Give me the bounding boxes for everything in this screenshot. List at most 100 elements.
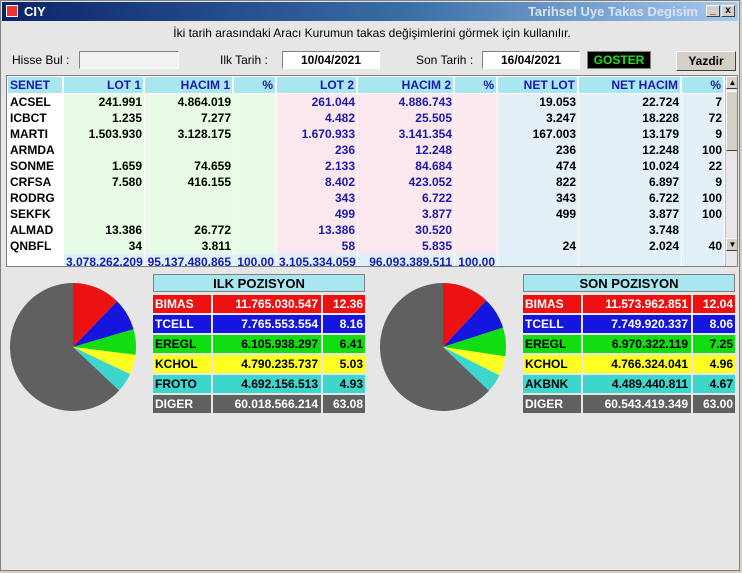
usage-hint: İki tarih arasındaki Aracı Kurumun takas…	[173, 26, 571, 40]
row-hacim2-cell: 3.141.354	[358, 126, 454, 142]
son-tarih-label: Son Tarih :	[416, 53, 474, 67]
row-netpct-cell: 100	[682, 206, 724, 222]
window-title: Tarihsel Uye Takas Degisim	[527, 4, 698, 19]
row-senet-cell[interactable]: ACSEL	[8, 94, 63, 110]
column-header-nethacim[interactable]: NET HACIM	[579, 77, 681, 93]
column-header-pct2[interactable]: %	[455, 77, 497, 93]
row-hacim1-cell	[145, 206, 233, 222]
row-senet-cell[interactable]: MARTI	[8, 126, 63, 142]
row-nethacim-cell: 13.179	[579, 126, 681, 142]
row-hacim2-cell: 84.684	[358, 158, 454, 174]
position-row-diger: DIGER 60.543.419.349 63.00	[523, 395, 735, 413]
pie-slice-eregl	[73, 329, 136, 355]
pie-slice-diger	[10, 283, 120, 411]
position-pct: 8.16	[323, 315, 365, 333]
pie-slice-kchol	[443, 347, 506, 376]
row-hacim2-cell: 12.248	[358, 142, 454, 158]
total-netpct-cell	[682, 254, 724, 266]
row-hacim2-cell: 30.520	[358, 222, 454, 238]
position-name: KCHOL	[523, 355, 581, 373]
minimize-button[interactable]: _	[706, 5, 720, 17]
yazdir-button[interactable]: Yazdir	[676, 51, 736, 71]
position-name: DIGER	[153, 395, 211, 413]
column-header-hacim1[interactable]: HACIM 1	[145, 77, 233, 93]
position-value: 60.543.419.349	[583, 395, 691, 413]
ilk-pozisyon-title: ILK POZISYON	[153, 274, 365, 292]
row-lot1-cell: 1.659	[64, 158, 144, 174]
app-title: CIY	[24, 4, 46, 19]
hisse-search-input[interactable]	[79, 51, 179, 69]
position-value: 4.790.235.737	[213, 355, 321, 373]
row-senet-cell[interactable]: ALMAD	[8, 222, 63, 238]
row-senet-cell[interactable]: ICBCT	[8, 110, 63, 126]
close-button[interactable]: x	[721, 5, 735, 17]
position-pct: 5.03	[323, 355, 365, 373]
position-row-bimas: BIMAS 11.765.030.547 12.36	[153, 295, 365, 313]
row-netlot-cell	[498, 222, 578, 238]
row-senet-cell[interactable]: SONME	[8, 158, 63, 174]
column-header-senet[interactable]: SENET	[8, 77, 63, 93]
row-lot1-cell	[64, 190, 144, 206]
row-pct1-cell	[234, 158, 276, 174]
pie-slice-bimas	[443, 283, 487, 347]
row-netlot-cell: 343	[498, 190, 578, 206]
position-name: TCELL	[153, 315, 211, 333]
pie-slice-diger	[380, 283, 489, 411]
row-pct2-cell	[455, 158, 497, 174]
row-pct2-cell	[455, 94, 497, 110]
scroll-down-icon[interactable]: ▼	[726, 238, 737, 251]
column-header-hacim2[interactable]: HACIM 2	[358, 77, 454, 93]
column-header-lot2[interactable]: LOT 2	[277, 77, 357, 93]
row-senet-cell[interactable]: CRFSA	[8, 174, 63, 190]
row-netlot-cell: 19.053	[498, 94, 578, 110]
ilk-tarih-input[interactable]: 10/04/2021	[282, 51, 380, 69]
column-header-netlot[interactable]: NET LOT	[498, 77, 578, 93]
son-pozisyon-title: SON POZISYON	[523, 274, 735, 292]
row-lot1-cell: 34	[64, 238, 144, 254]
app-icon	[6, 5, 18, 17]
row-senet-cell[interactable]: SEKFK	[8, 206, 63, 222]
son-tarih-input[interactable]: 16/04/2021	[482, 51, 580, 69]
row-hacim2-cell: 423.052	[358, 174, 454, 190]
pie-slice-akbnk	[443, 347, 500, 391]
position-row-froto: FROTO 4.692.156.513 4.93	[153, 375, 365, 393]
total-pct2-cell: 100,00	[455, 254, 497, 266]
total-lot2-cell: 3.105.334.059	[277, 254, 357, 266]
position-name: BIMAS	[153, 295, 211, 313]
goster-button[interactable]: GOSTER	[587, 51, 651, 69]
row-senet-cell[interactable]: RODRG	[8, 190, 63, 206]
row-pct1-cell	[234, 222, 276, 238]
row-nethacim-cell: 12.248	[579, 142, 681, 158]
row-senet-cell[interactable]: QNBFL	[8, 238, 63, 254]
row-lot2-cell: 343	[277, 190, 357, 206]
table-scrollbar[interactable]: ▲ ▼	[725, 76, 737, 266]
row-pct1-cell	[234, 174, 276, 190]
row-hacim2-cell: 6.722	[358, 190, 454, 206]
position-row-eregl: EREGL 6.105.938.297 6.41	[153, 335, 365, 353]
title-bar[interactable]: CIY Tarihsel Uye Takas Degisim _ x	[2, 2, 738, 21]
row-nethacim-cell: 2.024	[579, 238, 681, 254]
position-row-diger: DIGER 60.018.566.214 63.08	[153, 395, 365, 413]
total-netlot-cell	[498, 254, 578, 266]
scroll-up-icon[interactable]: ▲	[726, 76, 737, 89]
position-value: 7.765.553.554	[213, 315, 321, 333]
row-hacim1-cell: 3.128.175	[145, 126, 233, 142]
row-netlot-cell: 474	[498, 158, 578, 174]
row-lot2-cell: 13.386	[277, 222, 357, 238]
row-pct2-cell	[455, 142, 497, 158]
position-value: 4.766.324.041	[583, 355, 691, 373]
row-netpct-cell: 22	[682, 158, 724, 174]
column-header-netpct[interactable]: %	[682, 77, 724, 93]
pie-slice-tcell	[73, 301, 134, 347]
row-pct2-cell	[455, 238, 497, 254]
position-name: EREGL	[153, 335, 211, 353]
row-senet-cell[interactable]: ARMDA	[8, 142, 63, 158]
column-header-lot1[interactable]: LOT 1	[64, 77, 144, 93]
position-name: TCELL	[523, 315, 581, 333]
position-value: 4.489.440.811	[583, 375, 691, 393]
scroll-thumb[interactable]	[726, 91, 737, 151]
takas-table[interactable]: ▲ ▼ SENET LOT 1 HACIM 1% LOT 2 HACIM 2% NET L…	[6, 75, 738, 267]
column-header-pct1[interactable]: %	[234, 77, 276, 93]
row-nethacim-cell: 6.722	[579, 190, 681, 206]
row-netpct-cell: 9	[682, 174, 724, 190]
